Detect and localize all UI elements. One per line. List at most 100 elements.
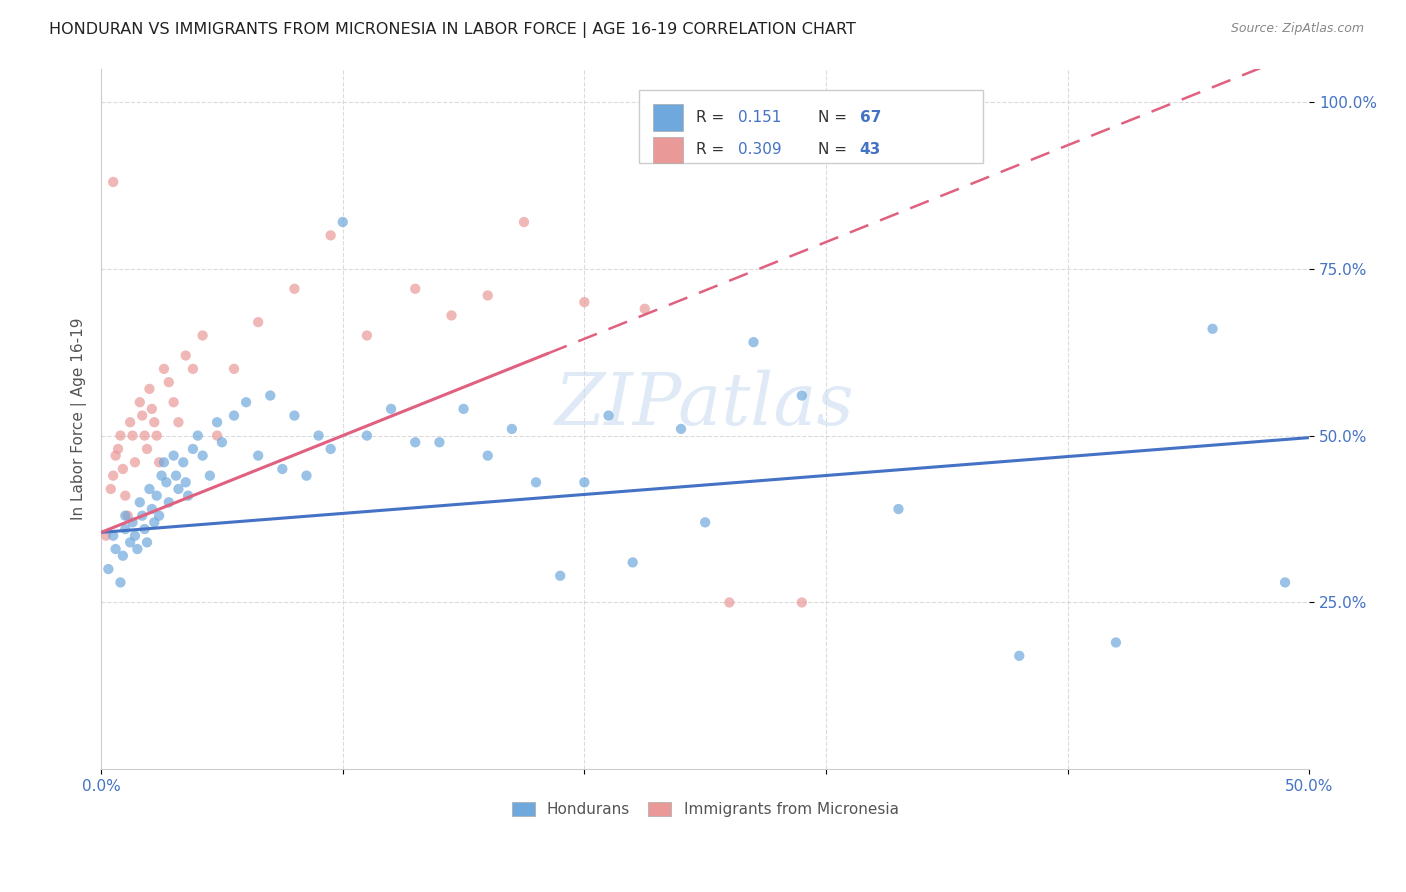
Point (1201, 322, 1223, 336)
Point (94, 529, 117, 543)
Bar (654, 136, 683, 163)
Point (120, 415, 142, 429)
Point (165, 468, 187, 483)
Point (153, 362, 176, 376)
Point (145, 489, 167, 503)
Point (598, 409, 620, 423)
Point (222, 362, 245, 376)
Point (453, 401, 475, 416)
Point (117, 508, 139, 523)
Point (143, 415, 166, 429)
Point (247, 449, 270, 463)
Point (177, 489, 200, 503)
Point (136, 535, 159, 549)
Point (121, 516, 143, 530)
Point (103, 529, 125, 543)
Point (134, 428, 156, 442)
Point (174, 475, 197, 490)
Point (513, 215, 536, 229)
Text: HONDURAN VS IMMIGRANTS FROM MICRONESIA IN LABOR FORCE | AGE 16-19 CORRELATION CH: HONDURAN VS IMMIGRANTS FROM MICRONESIA I… (49, 22, 856, 38)
Point (319, 442, 342, 456)
Point (205, 415, 228, 429)
Point (104, 542, 127, 557)
Point (271, 462, 294, 476)
Text: 43: 43 (860, 143, 882, 157)
Point (181, 362, 204, 376)
Point (790, 388, 813, 402)
Point (128, 495, 150, 509)
Point (143, 516, 166, 530)
Text: N =: N = (817, 110, 852, 125)
Point (124, 529, 146, 543)
Text: N =: N = (817, 143, 852, 157)
Point (148, 508, 170, 523)
Point (107, 442, 129, 456)
Point (114, 489, 136, 503)
Point (114, 508, 136, 523)
Text: 67: 67 (860, 110, 882, 125)
Point (308, 428, 330, 442)
Point (198, 468, 221, 483)
Point (162, 449, 184, 463)
FancyBboxPatch shape (638, 89, 983, 163)
Point (524, 475, 547, 490)
Point (477, 288, 499, 302)
Text: R =: R = (696, 143, 728, 157)
Point (131, 508, 153, 523)
Point (404, 435, 426, 450)
Point (103, 175, 125, 189)
Point (155, 475, 177, 490)
Point (205, 428, 228, 442)
Point (121, 428, 143, 442)
Point (235, 395, 257, 409)
Point (283, 282, 305, 296)
Bar (654, 104, 683, 131)
Point (356, 428, 378, 442)
Point (127, 542, 149, 557)
Point (356, 328, 378, 343)
Point (440, 309, 463, 323)
Point (138, 482, 160, 496)
Text: R =: R = (696, 110, 728, 125)
Point (718, 595, 741, 609)
Point (191, 328, 214, 343)
Point (181, 442, 204, 456)
Point (429, 435, 451, 450)
Point (259, 388, 281, 402)
Point (134, 522, 156, 536)
Text: 0.151: 0.151 (738, 110, 782, 125)
Point (477, 449, 499, 463)
Point (150, 468, 173, 483)
Point (131, 409, 153, 423)
Point (501, 422, 523, 436)
Point (887, 502, 910, 516)
Point (145, 428, 167, 442)
Point (153, 455, 176, 469)
Text: ZIPatlas: ZIPatlas (555, 369, 855, 440)
Point (148, 455, 170, 469)
Point (114, 522, 136, 536)
Point (574, 475, 596, 490)
Point (97, 562, 120, 576)
Point (634, 301, 657, 316)
Point (141, 502, 163, 516)
Point (295, 468, 318, 483)
Point (1105, 635, 1128, 649)
Point (110, 428, 132, 442)
Point (120, 535, 142, 549)
Point (124, 455, 146, 469)
Point (162, 395, 184, 409)
Point (742, 335, 765, 350)
Point (404, 282, 426, 296)
Legend: Hondurans, Immigrants from Micronesia: Hondurans, Immigrants from Micronesia (505, 794, 907, 825)
Point (167, 482, 190, 496)
Point (380, 401, 402, 416)
Point (157, 495, 180, 509)
Point (319, 228, 342, 243)
Point (1274, 575, 1296, 590)
Point (211, 435, 233, 450)
Text: 0.309: 0.309 (738, 143, 782, 157)
Point (111, 462, 134, 476)
Point (103, 468, 125, 483)
Point (621, 555, 644, 569)
